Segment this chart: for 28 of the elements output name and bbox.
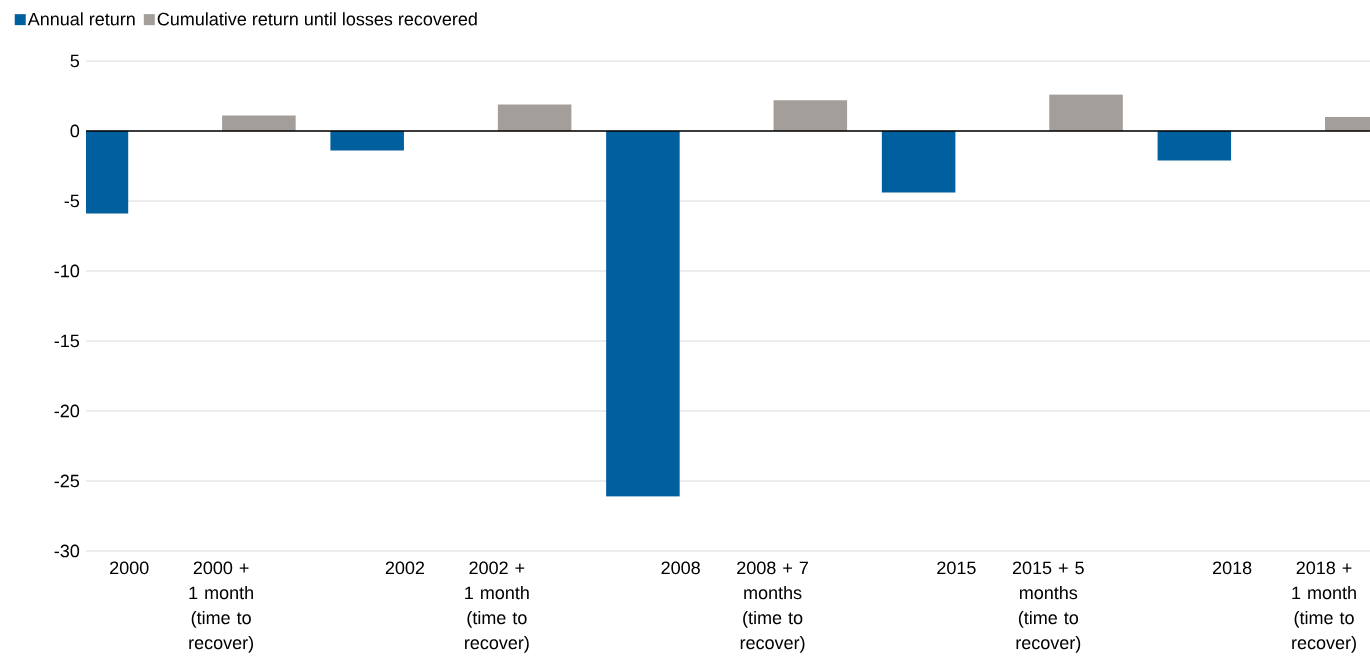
y-tick-label: -15 xyxy=(54,334,80,348)
bar xyxy=(1049,94,1123,131)
x-tick-label: 2018 + 1 month (time to recover) xyxy=(1292,561,1356,653)
x-tick-label: 2018 xyxy=(1213,561,1252,575)
x-tick-label: 2008 + 7 months (time to recover) xyxy=(737,561,808,653)
y-tick-label: 5 xyxy=(70,54,80,68)
y-tick-label: -5 xyxy=(64,194,80,208)
bar xyxy=(330,130,404,151)
y-tick-label: 0 xyxy=(70,124,80,138)
y-tick-label: -30 xyxy=(54,544,80,558)
x-tick-label: 2002 + 1 month (time to recover) xyxy=(465,561,529,653)
legend-label: Cumulative return until losses recovered xyxy=(157,12,477,26)
bar xyxy=(606,130,680,497)
x-tick-label: 2000 + 1 month (time to recover) xyxy=(189,561,253,653)
bar xyxy=(497,104,572,131)
bar xyxy=(881,130,956,193)
x-tick-label: 2000 xyxy=(110,561,149,575)
x-tick-label: 2015 xyxy=(937,561,976,575)
x-tick-label: 2015 + 5 months (time to recover) xyxy=(1012,561,1084,653)
y-tick-label: -25 xyxy=(54,474,80,488)
x-tick-label: 2002 xyxy=(385,561,425,575)
legend-label: Annual return xyxy=(27,12,135,26)
y-tick-label: -10 xyxy=(54,264,80,278)
x-tick-label: 2008 xyxy=(661,561,700,575)
bar xyxy=(222,115,296,131)
y-tick-label: -20 xyxy=(54,404,80,418)
bar xyxy=(773,100,848,131)
bar xyxy=(1157,130,1232,161)
